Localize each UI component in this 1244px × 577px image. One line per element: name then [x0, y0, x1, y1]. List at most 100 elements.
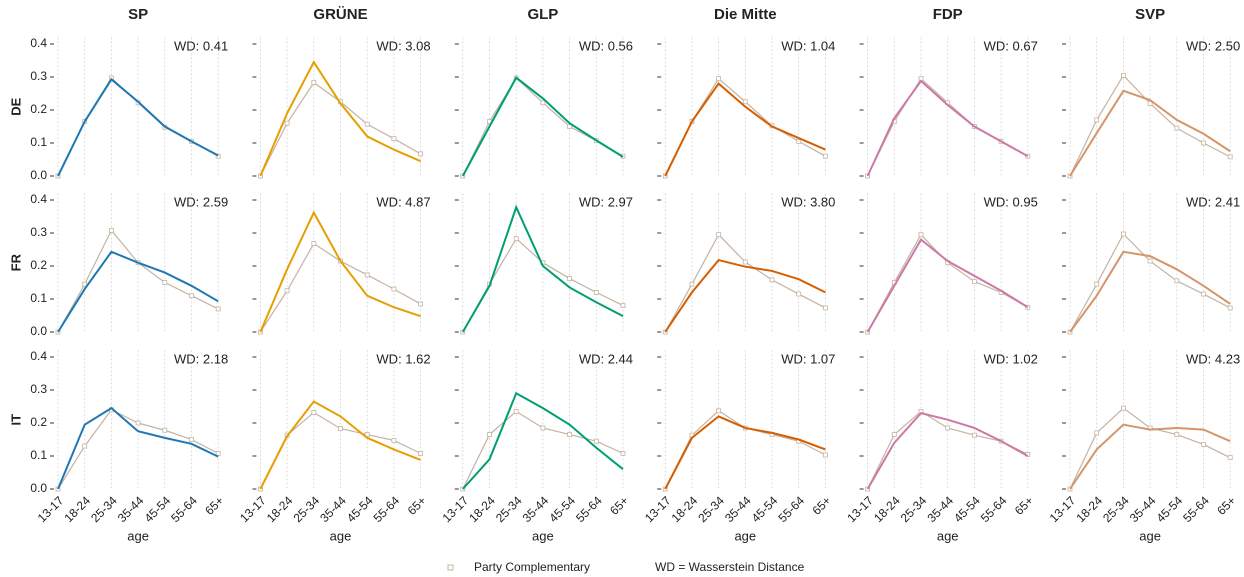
x-tick-label: 25-34 [695, 493, 727, 525]
complement-marker [338, 426, 343, 432]
wd-annotation: WD: 1.02 [984, 352, 1038, 367]
y-tick-label: 0.0 [30, 168, 47, 182]
y-tick-label: 0.4 [30, 192, 47, 206]
x-tick-label: 45-54 [951, 493, 983, 525]
wd-annotation: WD: 2.97 [579, 195, 633, 210]
x-tick-label: 13-17 [642, 493, 674, 525]
x-tick-label: 13-17 [237, 493, 269, 525]
x-axis-label: age [127, 528, 149, 543]
wd-annotation: WD: 2.44 [579, 352, 633, 367]
complement-marker [391, 286, 397, 292]
complement-marker [593, 438, 599, 444]
x-tick-label: 65+ [1012, 493, 1036, 517]
complement-marker [823, 153, 828, 159]
x-tick-label: 18-24 [466, 493, 498, 525]
complement-marker [364, 432, 370, 437]
x-tick-label: 35-44 [520, 493, 552, 525]
wd-annotation: WD: 2.59 [174, 195, 228, 210]
complement-marker [162, 280, 168, 285]
x-tick-label: 65+ [405, 493, 429, 517]
complement-marker [972, 279, 977, 284]
wd-annotation: WD: 2.18 [174, 352, 228, 367]
wd-annotation: WD: 2.41 [1186, 195, 1240, 210]
party-line [664, 258, 826, 333]
x-tick-label: 35-44 [924, 493, 956, 525]
party-line [461, 76, 624, 177]
complement-marker [945, 425, 951, 431]
complement-marker [1121, 231, 1126, 237]
complement-marker [215, 450, 221, 456]
complement-marker [593, 289, 599, 295]
x-axis-label: age [1139, 528, 1161, 543]
x-tick-label: 55-64 [573, 493, 605, 525]
complement-marker [215, 306, 221, 312]
complement-marker [189, 293, 194, 299]
complement-marker [311, 410, 317, 415]
party-line [1069, 423, 1231, 490]
complement-marker [716, 76, 721, 82]
complement-marker [311, 80, 317, 86]
x-tick-label: 35-44 [722, 493, 754, 525]
party-line [462, 391, 624, 490]
y-tick-label: 0.1 [30, 135, 47, 149]
complement-marker [215, 153, 221, 159]
y-tick-label: 0.2 [30, 258, 47, 272]
x-tick-label: 35-44 [115, 493, 147, 525]
complement-marker [1147, 258, 1153, 264]
complement-marker [1174, 432, 1180, 437]
y-tick-label: 0.0 [30, 324, 47, 338]
x-tick-label: 45-54 [546, 493, 578, 525]
x-tick-label: 65+ [607, 493, 631, 517]
y-tick-label: 0.2 [30, 415, 47, 429]
complement-marker [1227, 154, 1233, 160]
party-line [461, 204, 624, 333]
wd-annotation: WD: 3.08 [376, 39, 430, 54]
complement-marker [284, 120, 290, 126]
complement-marker [364, 121, 370, 127]
x-tick-label: 45-54 [142, 493, 174, 525]
party-line [57, 77, 219, 177]
complement-marker [567, 124, 572, 129]
complement-marker [742, 99, 748, 105]
complement-marker [891, 432, 897, 437]
complement-marker [823, 452, 828, 458]
wd-annotation: WD: 0.41 [174, 39, 228, 54]
legend-note: WD = Wasserstein Distance [655, 560, 805, 574]
complement-marker [540, 425, 546, 431]
wd-annotation: WD: 3.80 [781, 195, 835, 210]
complement-marker [513, 236, 519, 242]
complement-marker [796, 138, 802, 144]
y-tick-label: 0.3 [30, 225, 47, 239]
wd-annotation: WD: 1.07 [781, 352, 835, 367]
complement-marker [769, 277, 775, 283]
x-tick-label: 55-64 [1180, 493, 1212, 525]
legend-marker [447, 564, 454, 571]
column-title: GRÜNE [313, 6, 367, 23]
x-tick-label: 18-24 [669, 493, 701, 525]
party-line [664, 415, 826, 490]
complement-marker [823, 305, 828, 311]
x-tick-label: 45-54 [1154, 493, 1186, 525]
complement-marker [391, 136, 397, 142]
complement-marker [972, 432, 977, 438]
complement-marker [716, 232, 721, 238]
x-axis-label: age [532, 528, 554, 543]
party-line [259, 210, 421, 333]
complement-marker [391, 438, 397, 443]
wd-annotation: WD: 0.67 [984, 39, 1038, 54]
complement-marker [1174, 125, 1180, 131]
party-line [259, 400, 421, 490]
y-tick-label: 0.3 [30, 69, 47, 83]
complement-marker [135, 420, 141, 426]
y-tick-label: 0.1 [30, 448, 47, 462]
complement-marker [418, 301, 424, 307]
complement-marker [567, 276, 572, 281]
legend-label: Party Complementary [474, 560, 590, 574]
wd-annotation: WD: 4.23 [1186, 352, 1240, 367]
row-label: FR [8, 253, 23, 271]
complement-marker [1121, 72, 1126, 78]
x-axis-label: age [937, 528, 959, 543]
x-tick-label: 35-44 [317, 493, 349, 525]
x-tick-label: 13-17 [35, 493, 67, 525]
